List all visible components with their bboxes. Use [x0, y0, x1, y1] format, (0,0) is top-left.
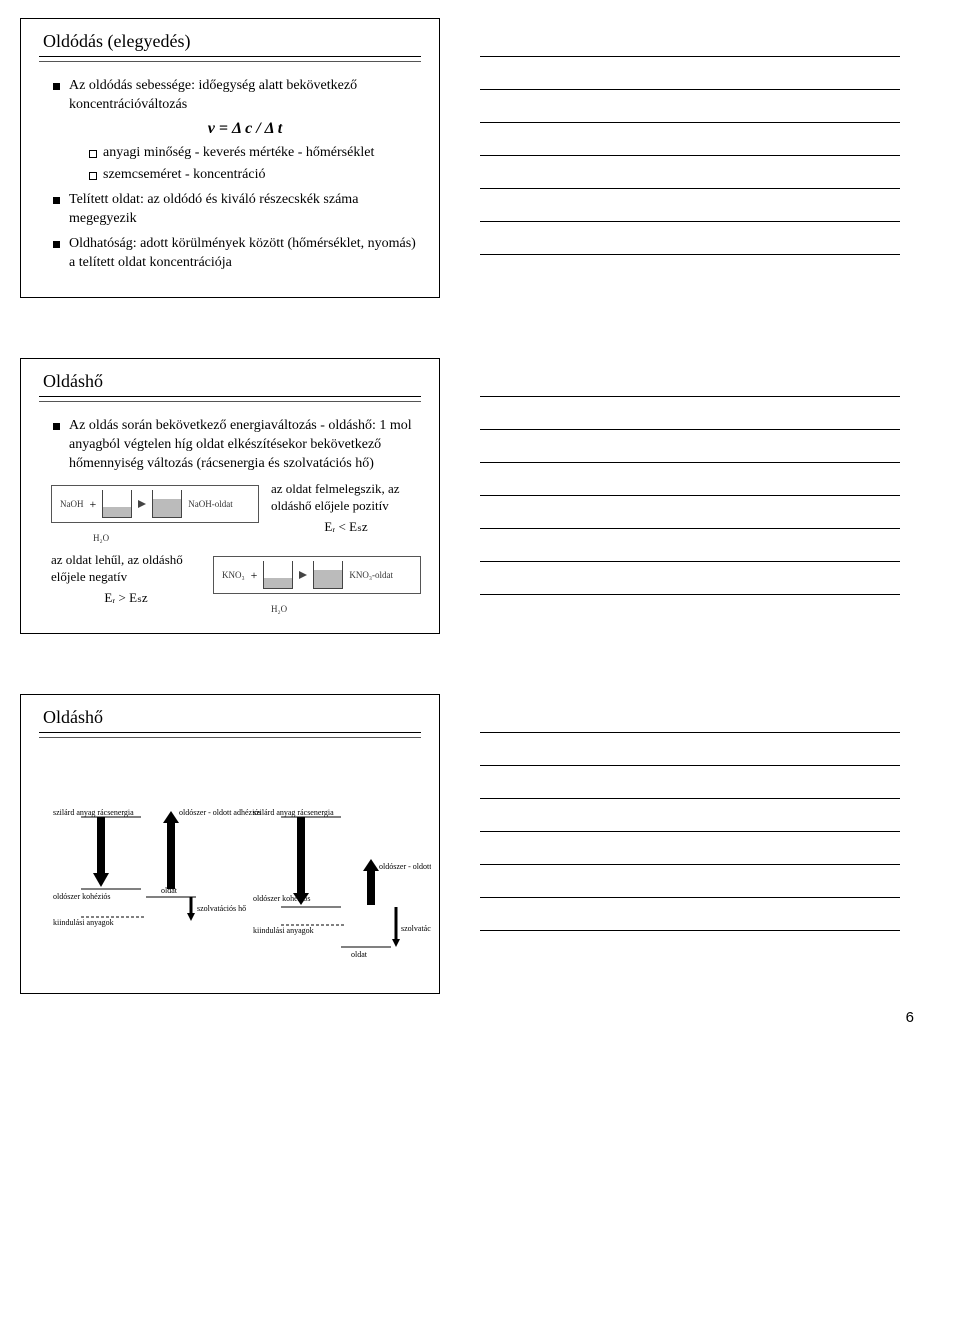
energy-diagram: szilárd anyag rácsenergia oldószer kohéz… — [51, 797, 431, 967]
slide2-bullet1: Az oldás során bekövetkező energiaváltoz… — [51, 417, 421, 474]
note-lines-2 — [480, 358, 900, 634]
svg-text:szilárd anyag rácsenergia: szilárd anyag rácsenergia — [53, 808, 134, 817]
svg-text:szilárd anyag rácsenergia: szilárd anyag rácsenergia — [253, 808, 334, 817]
slide-oldasho-1: Oldáshő Az oldás során bekövetkező energ… — [20, 358, 440, 634]
cool-caption: az oldat lehűl, az oldáshő előjele negat… — [51, 552, 201, 607]
svg-text:oldat: oldat — [351, 950, 368, 959]
slide1-formula: v = Δ c / Δ t — [69, 118, 421, 140]
slide1-title: Oldódás (elegyedés) — [39, 29, 421, 57]
svg-text:szolvatációs hő: szolvatációs hő — [197, 904, 246, 913]
page-number: 6 — [906, 1009, 914, 1026]
slide1-bullet3: Oldhatóság: adott körülmények között (hő… — [51, 235, 421, 273]
warm-caption: az oldat felmelegszik, az oldáshő előjel… — [271, 481, 421, 536]
svg-text:kiindulási anyagok: kiindulási anyagok — [53, 918, 114, 927]
svg-text:kiindulási anyagok: kiindulási anyagok — [253, 926, 314, 935]
slide-oldodas: Oldódás (elegyedés) Az oldódás sebessége… — [20, 18, 440, 298]
svg-text:oldószer kohéziós: oldószer kohéziós — [253, 894, 311, 903]
svg-text:oldószer - oldott adhéziós: oldószer - oldott adhéziós — [379, 862, 431, 871]
diagram-naoh: NaOH + NaOH-oldat — [51, 485, 259, 523]
slide1-bullet2: Telített oldat: az oldódó és kiváló rész… — [51, 191, 421, 229]
slide2-title: Oldáshő — [39, 369, 421, 397]
slide1-sub2: szemcseméret - koncentráció — [87, 166, 421, 185]
slide1-sub1: anyagi minőség - keverés mértéke - hőmér… — [87, 144, 421, 163]
svg-text:oldószer kohéziós: oldószer kohéziós — [53, 892, 111, 901]
svg-text:szolvatációs hő: szolvatációs hő — [401, 924, 431, 933]
note-lines-3 — [480, 694, 900, 994]
slide3-title: Oldáshő — [39, 705, 421, 733]
slide1-bullet1: Az oldódás sebessége: időegység alatt be… — [51, 77, 421, 185]
diagram-kno3: KNO₃ + KNO₃-oldat — [213, 556, 421, 594]
note-lines-1 — [480, 18, 900, 298]
slide-oldasho-2: Oldáshő szilárd anyag rácsenergia oldósz… — [20, 694, 440, 994]
svg-text:oldószer - oldott adhéziós: oldószer - oldott adhéziós — [179, 808, 261, 817]
